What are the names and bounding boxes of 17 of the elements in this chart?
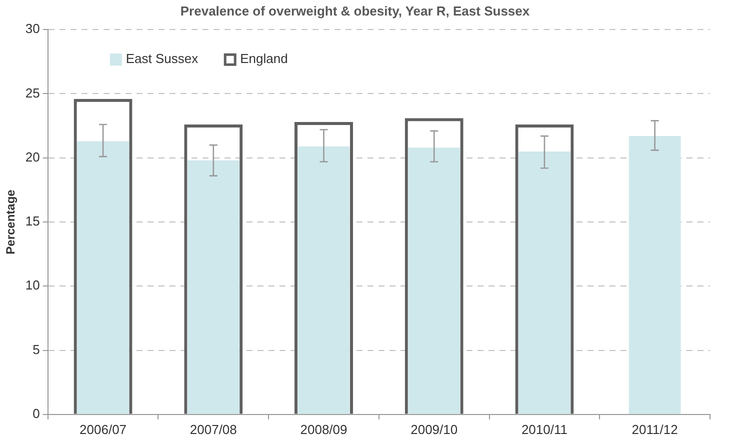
y-tick-label: 10 [25,278,40,293]
y-tick-label: 30 [25,21,40,36]
legend-label: East Sussex [126,51,199,66]
y-axis-title: Percentage [4,189,18,254]
chart-title: Prevalence of overweight & obesity, Year R, East Sussex [180,3,530,18]
legend-label: England [240,51,288,66]
x-tick-label: 2009/10 [410,422,458,437]
x-tick-label: 2006/07 [80,422,127,437]
x-tick-label: 2011/12 [632,422,678,437]
x-tick-label: 2010/11 [521,422,568,437]
y-tick-label: 0 [32,406,40,421]
y-tick-label: 5 [32,342,40,357]
y-tick-label: 15 [25,214,40,229]
x-tick-label: 2008/09 [300,422,348,437]
x-tick-label: 2007/08 [190,422,237,437]
y-tick-label: 20 [25,149,40,164]
y-tick-label: 25 [25,85,40,100]
